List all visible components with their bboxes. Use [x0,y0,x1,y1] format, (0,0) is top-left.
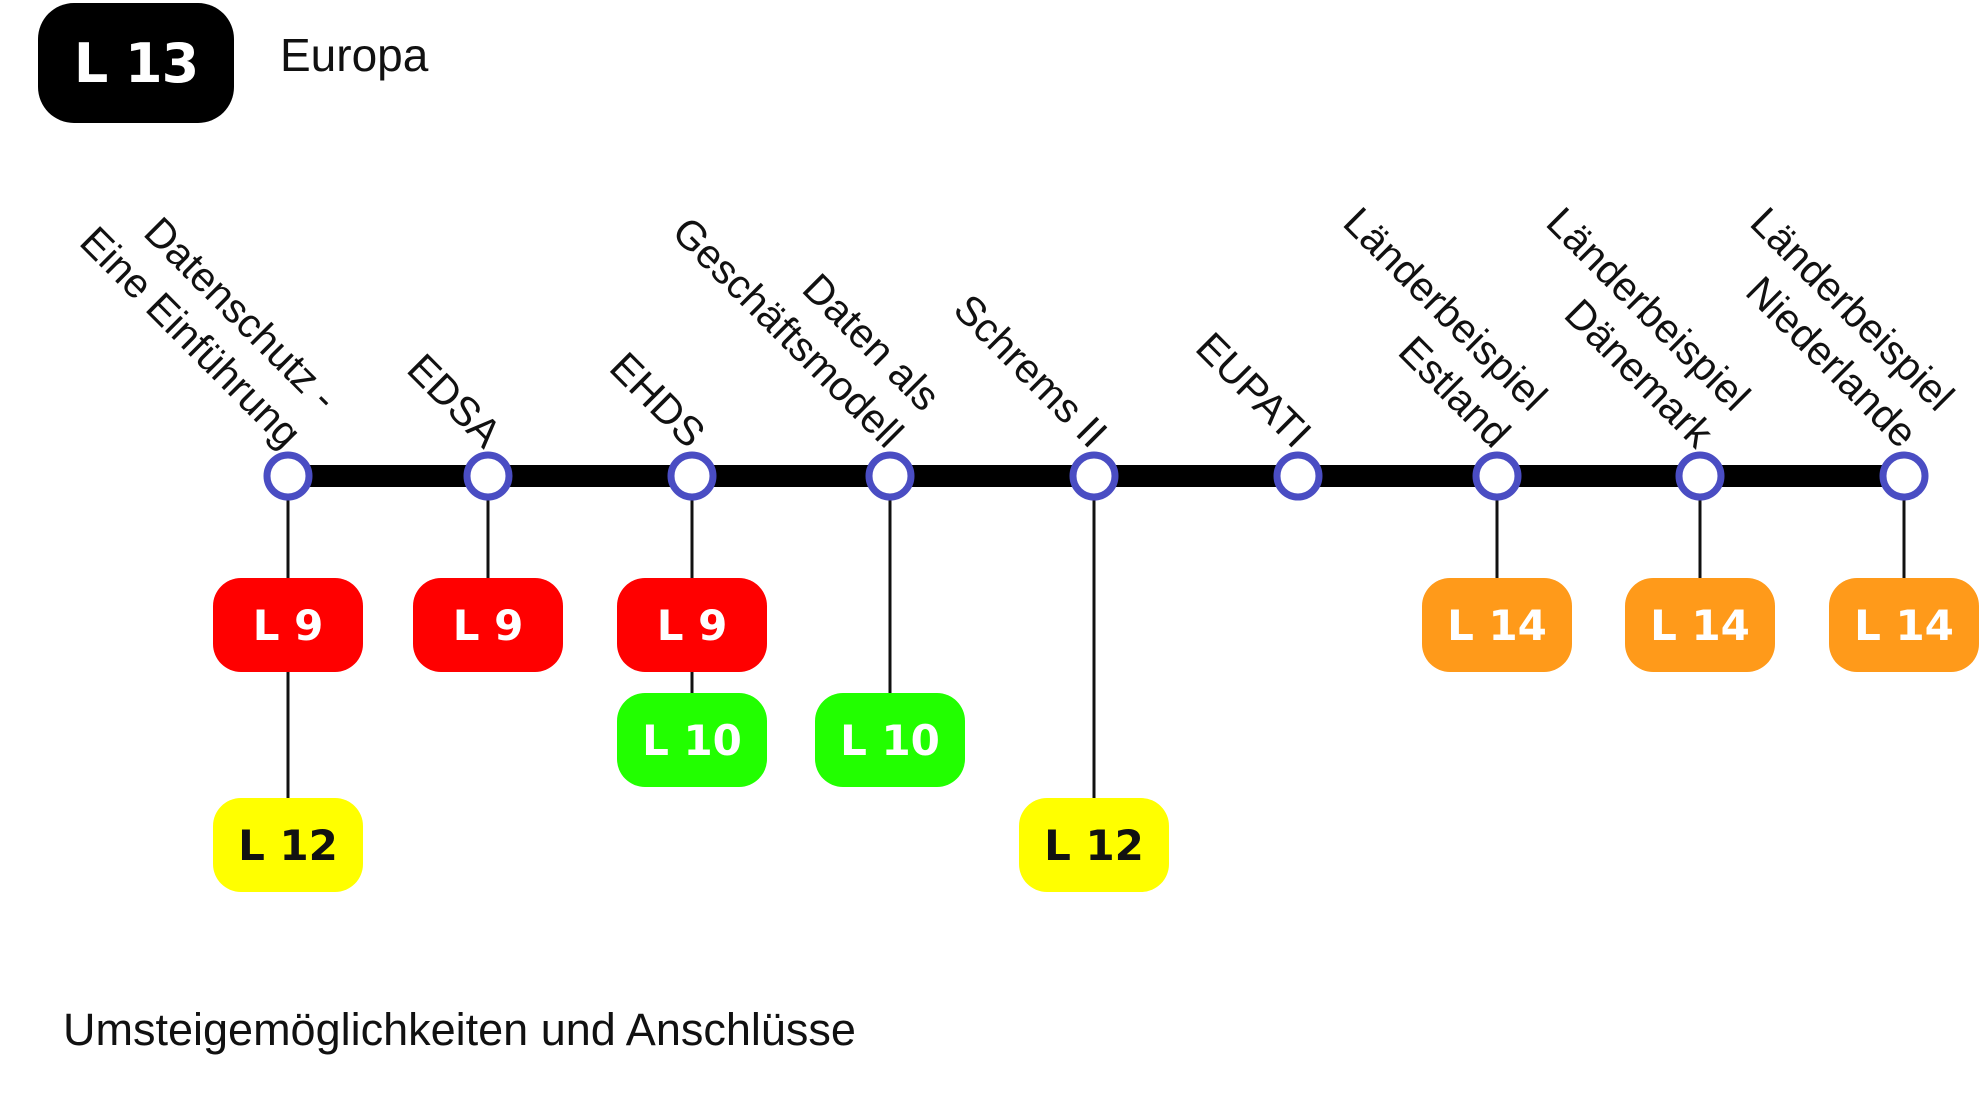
connection-badge: L 14 [1422,578,1572,672]
connection-badge-layer: L 9 L 12 L 9 L 9 L 10 L 10 L 12 L 14 L 14 L 14 [213,578,1979,892]
stop-marker [865,451,915,501]
connection-badge: L 10 [617,693,767,787]
stop-label: EUPATI [1187,323,1320,456]
connection-badge-label: L 12 [1044,821,1144,870]
stop-marker [1879,451,1929,501]
stop-label: EHDS [601,343,714,456]
stop-label-line: EDSA [399,345,511,457]
stop-label-line: Schrems II [945,285,1116,456]
stop-label: Datenschutz -Eine Einführung [71,181,347,457]
connection-badge-label: L 9 [453,601,524,650]
stop-layer [263,451,1929,501]
connection-badge: L 9 [213,578,363,672]
stop-marker [1273,451,1323,501]
connection-badge-shape [413,578,563,672]
stop-label: EDSA [399,345,511,457]
line-badge: L 13 [38,3,234,123]
connection-badge: L 9 [617,578,767,672]
stop-label-line: EUPATI [1187,323,1320,456]
stop-marker [1472,451,1522,501]
connection-badge: L 10 [815,693,965,787]
stop-label: LänderbeispielDänemark [1501,198,1759,456]
connection-badge-shape [213,578,363,672]
caption: Umsteigemöglichkeiten und Anschlüsse [63,1004,856,1055]
connection-badge-label: L 10 [642,716,742,765]
connection-badge: L 12 [213,798,363,892]
connection-badge-shape [815,693,965,787]
connection-badge-label: L 9 [657,601,728,650]
connection-badge-shape [1019,798,1169,892]
stop-label-line: EHDS [601,343,714,456]
stop-label: Daten alsGeschäftsmodell [664,171,949,456]
connection-badge-shape [1422,578,1572,672]
connection-badge-label: L 14 [1447,601,1547,650]
connection-badge-shape [1625,578,1775,672]
connection-badge-label: L 12 [238,821,338,870]
connection-badge-label: L 10 [840,716,940,765]
connection-badge-label: L 9 [253,601,324,650]
connection-badge-shape [617,693,767,787]
connection-badge-label: L 14 [1650,601,1750,650]
connection-badge-shape [617,578,767,672]
stop-label-layer: Datenschutz -Eine Einführung EDSA EHDS Date… [71,171,1963,457]
connection-badge: L 14 [1625,578,1775,672]
line-name: Europa [280,29,429,81]
connection-badge: L 14 [1829,578,1979,672]
stop-marker [1675,451,1725,501]
connection-badge-shape [1829,578,1979,672]
connection-badge-label: L 14 [1854,601,1954,650]
stop-marker [463,451,513,501]
stop-marker [1069,451,1119,501]
stop-marker [667,451,717,501]
connection-badge: L 9 [413,578,563,672]
stop-marker [263,451,313,501]
stop-label: LänderbeispielEstland [1298,198,1556,456]
stop-label: LänderbeispielNiederlande [1705,198,1963,456]
connection-badge-shape [213,798,363,892]
connection-badge: L 12 [1019,798,1169,892]
stop-label: Schrems II [945,285,1116,456]
